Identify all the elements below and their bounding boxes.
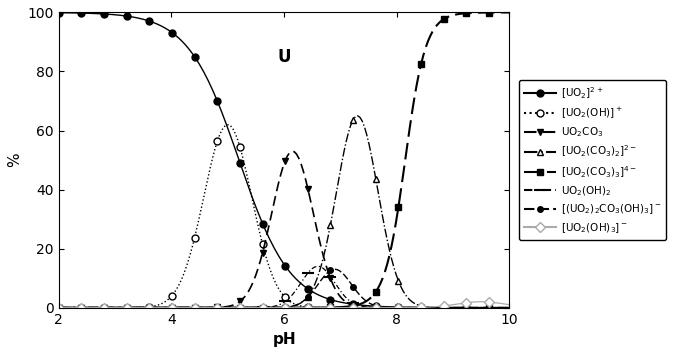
Text: U: U bbox=[277, 48, 290, 66]
Y-axis label: %: % bbox=[7, 153, 22, 167]
Legend: [UO$_2$]$^{2+}$, [UO$_2$(OH)]$^+$, UO$_2$CO$_3$, [UO$_2$(CO$_3$)$_2$]$^{2-}$, [U: [UO$_2$]$^{2+}$, [UO$_2$(OH)]$^+$, UO$_2… bbox=[519, 80, 667, 240]
X-axis label: pH: pH bbox=[272, 332, 296, 347]
